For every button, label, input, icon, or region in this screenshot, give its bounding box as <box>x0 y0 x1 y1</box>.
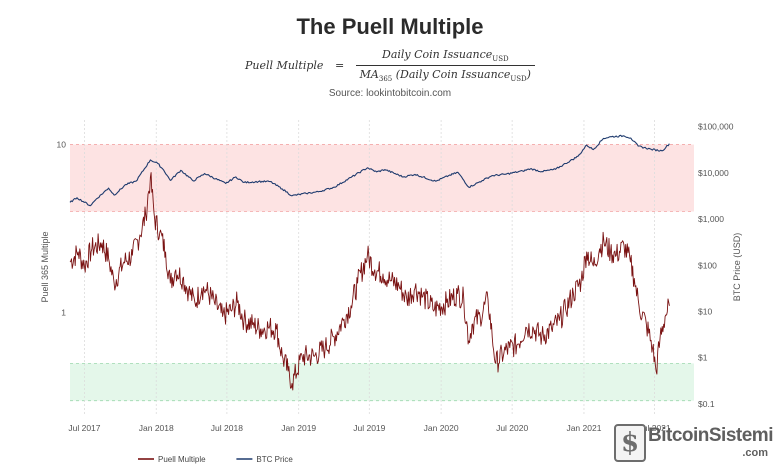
puell-multiple-series-line <box>69 172 670 391</box>
series-lines <box>69 134 670 391</box>
x-tick-label: Jul 2017 <box>68 423 100 433</box>
bitcoinsistemi-logo-icon: $ <box>614 424 646 462</box>
x-tick-label: Jul 2018 <box>211 423 243 433</box>
high-zone-band <box>70 144 694 212</box>
formula-equals: = <box>334 59 345 73</box>
low-zone-band <box>70 363 694 401</box>
x-tick-label: Jan 2020 <box>424 423 459 433</box>
btc-price-legend-label: BTC Price <box>256 455 293 464</box>
y-right-tick-label: $10 <box>698 306 712 316</box>
puell-formula: Puell Multiple = Daily Coin IssuanceUSD … <box>0 48 780 83</box>
x-tick-label: Jul 2020 <box>496 423 528 433</box>
watermark-text: BitcoinSistemi <box>648 425 773 446</box>
y-right-tick-label: $100 <box>698 260 717 270</box>
y-right-axis-label: BTC Price (USD) <box>732 233 742 302</box>
legend: Puell Multiple BTC Price <box>138 455 293 464</box>
chart-title: The Puell Multiple <box>296 14 484 39</box>
y-left-axis-label: Puell 365 Multiple <box>40 231 50 302</box>
x-tick-label: Jan 2021 <box>566 423 601 433</box>
x-tick-label: Jan 2018 <box>139 423 174 433</box>
watermark-sub: .com <box>742 447 768 459</box>
y-right-tick-label: $10,000 <box>698 168 729 178</box>
formula-lhs: Puell Multiple <box>245 59 324 73</box>
x-tick-label: Jul 2021 <box>639 423 671 433</box>
y-left-tick-label: 1 <box>61 308 66 318</box>
y-right-tick-label: $0.1 <box>698 399 715 409</box>
formula-denominator: MA365 (Daily Coin IssuanceUSD) <box>359 68 531 84</box>
x-tick-label: Jul 2019 <box>353 423 385 433</box>
y-right-tick-label: $1,000 <box>698 214 724 224</box>
chart-source: Source: lookintobitcoin.com <box>328 88 452 99</box>
y-right-tick-label: $1 <box>698 353 708 363</box>
btc-price-series-line <box>69 134 670 207</box>
x-tick-label: Jan 2019 <box>281 423 316 433</box>
y-right-tick-label: $100,000 <box>698 122 734 132</box>
axes: Jul 2017 Jan 2018 Jul 2018 Jan 2019 Jul 2019… <box>40 122 742 433</box>
zone-bands <box>70 144 694 402</box>
watermark: $ BitcoinSistemi .com <box>614 424 774 464</box>
puell-multiple-legend-label: Puell Multiple <box>158 455 206 464</box>
y-left-tick-label: 10 <box>57 140 67 150</box>
formula-numerator: Daily Coin IssuanceUSD <box>355 48 535 67</box>
formula-fraction: Daily Coin IssuanceUSD MA365 (Daily Coin… <box>355 48 535 84</box>
